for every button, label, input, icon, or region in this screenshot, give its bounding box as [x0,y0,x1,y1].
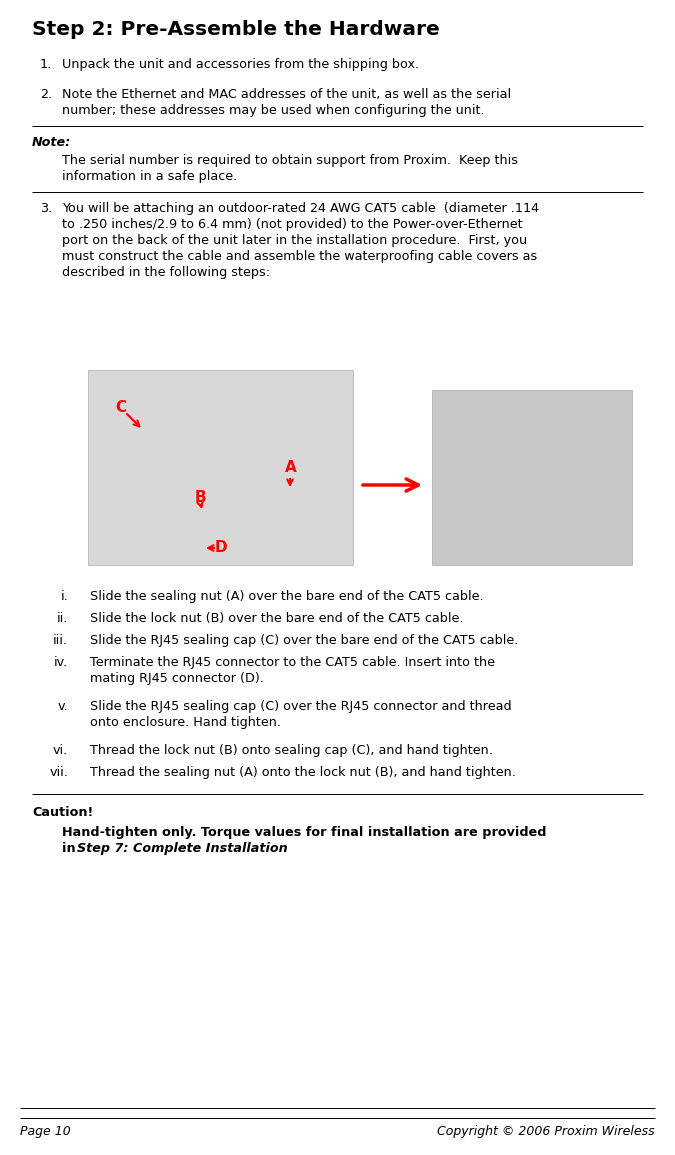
Text: iv.: iv. [54,656,68,669]
Text: Copyright © 2006 Proxim Wireless: Copyright © 2006 Proxim Wireless [437,1125,655,1138]
Text: Hand-tighten only. Torque values for final installation are provided: Hand-tighten only. Torque values for fin… [62,826,547,839]
Text: Slide the lock nut (B) over the bare end of the CAT5 cable.: Slide the lock nut (B) over the bare end… [90,612,464,625]
Text: 1.: 1. [40,58,52,70]
Text: ii.: ii. [57,612,68,625]
Text: A: A [285,460,297,475]
Text: vii.: vii. [49,766,68,778]
Text: Caution!: Caution! [32,806,93,819]
Text: onto enclosure. Hand tighten.: onto enclosure. Hand tighten. [90,716,281,729]
Text: described in the following steps:: described in the following steps: [62,266,270,280]
Text: Unpack the unit and accessories from the shipping box.: Unpack the unit and accessories from the… [62,58,419,70]
Text: v.: v. [57,700,68,713]
Text: mating RJ45 connector (D).: mating RJ45 connector (D). [90,672,264,685]
Text: Thread the sealing nut (A) onto the lock nut (B), and hand tighten.: Thread the sealing nut (A) onto the lock… [90,766,516,778]
FancyBboxPatch shape [88,370,353,565]
Text: Note:: Note: [32,136,72,149]
Text: C: C [115,400,126,415]
Text: The serial number is required to obtain support from Proxim.  Keep this: The serial number is required to obtain … [62,154,518,167]
Text: iii.: iii. [53,634,68,647]
Text: i.: i. [60,590,68,603]
Text: Page 10: Page 10 [20,1125,71,1138]
Text: Note the Ethernet and MAC addresses of the unit, as well as the serial: Note the Ethernet and MAC addresses of t… [62,88,511,100]
Text: You will be attaching an outdoor-rated 24 AWG CAT5 cable  (diameter .114: You will be attaching an outdoor-rated 2… [62,202,539,215]
Text: Slide the sealing nut (A) over the bare end of the CAT5 cable.: Slide the sealing nut (A) over the bare … [90,590,483,603]
Text: .: . [219,842,223,855]
FancyBboxPatch shape [432,390,632,565]
Text: 3.: 3. [40,202,52,215]
Text: must construct the cable and assemble the waterproofing cable covers as: must construct the cable and assemble th… [62,249,537,263]
Text: 2.: 2. [40,88,52,100]
Text: information in a safe place.: information in a safe place. [62,170,237,182]
Text: number; these addresses may be used when configuring the unit.: number; these addresses may be used when… [62,104,485,117]
Text: in: in [62,842,80,855]
Text: Slide the RJ45 sealing cap (C) over the RJ45 connector and thread: Slide the RJ45 sealing cap (C) over the … [90,700,512,713]
Text: Thread the lock nut (B) onto sealing cap (C), and hand tighten.: Thread the lock nut (B) onto sealing cap… [90,744,493,757]
Text: Step 7: Complete Installation: Step 7: Complete Installation [77,842,288,855]
Text: Slide the RJ45 sealing cap (C) over the bare end of the CAT5 cable.: Slide the RJ45 sealing cap (C) over the … [90,634,518,647]
Text: D: D [215,541,227,556]
Text: Terminate the RJ45 connector to the CAT5 cable. Insert into the: Terminate the RJ45 connector to the CAT5… [90,656,495,669]
Text: port on the back of the unit later in the installation procedure.  First, you: port on the back of the unit later in th… [62,234,527,247]
Text: vi.: vi. [53,744,68,757]
Text: to .250 inches/2.9 to 6.4 mm) (not provided) to the Power-over-Ethernet: to .250 inches/2.9 to 6.4 mm) (not provi… [62,218,522,231]
Text: Step 2: Pre-Assemble the Hardware: Step 2: Pre-Assemble the Hardware [32,20,439,39]
Text: B: B [195,490,207,505]
